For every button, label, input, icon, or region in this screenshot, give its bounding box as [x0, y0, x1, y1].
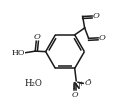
Text: O: O	[85, 79, 91, 87]
Text: N: N	[72, 82, 80, 91]
Text: H₂O: H₂O	[25, 79, 43, 88]
Text: HO: HO	[12, 49, 25, 57]
Text: O: O	[93, 12, 99, 20]
Text: O: O	[98, 34, 105, 42]
Text: O: O	[72, 91, 78, 99]
Text: O: O	[34, 33, 41, 41]
Text: +: +	[79, 81, 84, 87]
Text: -: -	[88, 76, 91, 85]
